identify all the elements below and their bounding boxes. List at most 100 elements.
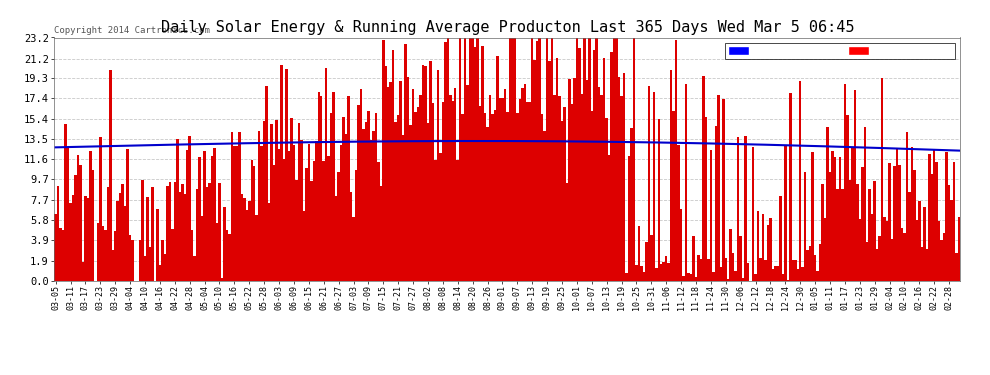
Bar (675, 40, 677, 281)
Bar (936, 162, 938, 281)
Bar (127, 149, 129, 281)
Bar (442, 102, 445, 281)
Bar (244, 198, 246, 281)
Bar (827, 128, 829, 281)
Bar (735, 272, 737, 281)
Bar (263, 121, 265, 281)
Bar (837, 189, 839, 281)
Bar (193, 255, 196, 281)
Bar (933, 148, 936, 281)
Bar (957, 217, 960, 281)
Bar (265, 86, 268, 281)
Bar (616, 38, 618, 281)
Bar (822, 184, 824, 281)
Bar (313, 161, 315, 281)
Bar (906, 132, 908, 281)
Bar (601, 96, 603, 281)
Bar (526, 102, 529, 281)
Bar (926, 249, 928, 281)
Title: Daily Solar Energy & Running Average Producton Last 365 Days Wed Mar 5 06:45: Daily Solar Energy & Running Average Pro… (160, 20, 854, 35)
Bar (809, 246, 812, 281)
Bar (268, 203, 270, 281)
Bar (69, 203, 72, 281)
Bar (454, 88, 456, 281)
Bar (459, 38, 461, 281)
Bar (812, 152, 814, 281)
Bar (876, 249, 878, 281)
Bar (349, 192, 352, 281)
Bar (583, 38, 585, 281)
Bar (751, 147, 754, 281)
Bar (938, 221, 940, 281)
Bar (623, 72, 626, 281)
Bar (504, 89, 506, 281)
Bar (824, 218, 827, 281)
Bar (499, 98, 501, 281)
Bar (213, 148, 216, 281)
Bar (107, 187, 109, 281)
Bar (471, 38, 474, 281)
Bar (819, 243, 822, 281)
Bar (191, 230, 193, 281)
Bar (794, 260, 797, 281)
Bar (918, 201, 921, 281)
Bar (740, 236, 742, 281)
Bar (449, 95, 451, 281)
Bar (250, 160, 253, 281)
Bar (792, 260, 794, 281)
Bar (732, 253, 735, 281)
Bar (695, 277, 697, 281)
Bar (178, 192, 181, 281)
Bar (598, 87, 601, 281)
Bar (896, 149, 898, 281)
Bar (248, 201, 250, 281)
Bar (372, 130, 374, 281)
Bar (851, 147, 853, 281)
Bar (142, 180, 144, 281)
Bar (881, 78, 883, 281)
Bar (456, 160, 459, 281)
Bar (425, 66, 427, 281)
Bar (315, 141, 318, 281)
Bar (883, 217, 886, 281)
Bar (147, 197, 148, 281)
Bar (144, 256, 147, 281)
Bar (829, 172, 832, 281)
Bar (161, 240, 163, 281)
Bar (203, 151, 206, 281)
Bar (652, 92, 655, 281)
Bar (722, 99, 725, 281)
Bar (950, 200, 952, 281)
Bar (206, 187, 208, 281)
Bar (858, 219, 861, 281)
Bar (514, 38, 516, 281)
Bar (638, 226, 641, 281)
Bar (789, 93, 792, 281)
Bar (414, 112, 417, 281)
Bar (690, 274, 692, 281)
Bar (636, 265, 638, 281)
Bar (166, 186, 168, 281)
Bar (74, 175, 77, 281)
Bar (57, 186, 59, 281)
Bar (931, 174, 933, 281)
Bar (382, 40, 384, 281)
Bar (255, 216, 258, 281)
Bar (873, 181, 876, 281)
Bar (139, 240, 142, 281)
Bar (613, 38, 616, 281)
Bar (171, 228, 173, 281)
Bar (771, 269, 774, 281)
Bar (325, 68, 328, 281)
Bar (784, 144, 787, 281)
Bar (427, 123, 430, 281)
Bar (432, 103, 435, 281)
Bar (310, 181, 313, 281)
Bar (389, 82, 392, 281)
Bar (628, 156, 631, 281)
Bar (481, 46, 484, 281)
Bar (392, 50, 394, 281)
Bar (132, 240, 134, 281)
Bar (539, 38, 541, 281)
Bar (148, 246, 151, 281)
